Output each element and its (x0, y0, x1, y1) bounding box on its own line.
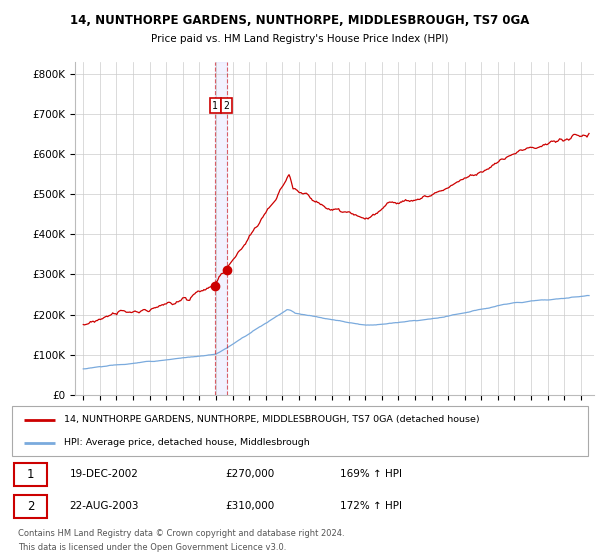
Text: 14, NUNTHORPE GARDENS, NUNTHORPE, MIDDLESBROUGH, TS7 0GA: 14, NUNTHORPE GARDENS, NUNTHORPE, MIDDLE… (70, 14, 530, 27)
Text: Contains HM Land Registry data © Crown copyright and database right 2024.: Contains HM Land Registry data © Crown c… (18, 529, 344, 538)
Text: 169% ↑ HPI: 169% ↑ HPI (340, 469, 403, 479)
Text: 2: 2 (26, 500, 34, 513)
Text: 1: 1 (26, 468, 34, 480)
Text: 172% ↑ HPI: 172% ↑ HPI (340, 501, 403, 511)
Text: £310,000: £310,000 (225, 501, 274, 511)
Text: 19-DEC-2002: 19-DEC-2002 (70, 469, 139, 479)
Text: 22-AUG-2003: 22-AUG-2003 (70, 501, 139, 511)
FancyBboxPatch shape (14, 495, 47, 518)
Text: This data is licensed under the Open Government Licence v3.0.: This data is licensed under the Open Gov… (18, 543, 286, 552)
Text: 2: 2 (224, 101, 229, 111)
Text: £270,000: £270,000 (225, 469, 274, 479)
Bar (215, 62, 227, 395)
Text: 1: 1 (212, 101, 218, 111)
Text: Price paid vs. HM Land Registry's House Price Index (HPI): Price paid vs. HM Land Registry's House … (151, 34, 449, 44)
FancyBboxPatch shape (12, 406, 588, 456)
FancyBboxPatch shape (14, 463, 47, 486)
Text: HPI: Average price, detached house, Middlesbrough: HPI: Average price, detached house, Midd… (64, 438, 310, 447)
Text: 14, NUNTHORPE GARDENS, NUNTHORPE, MIDDLESBROUGH, TS7 0GA (detached house): 14, NUNTHORPE GARDENS, NUNTHORPE, MIDDLE… (64, 415, 479, 424)
